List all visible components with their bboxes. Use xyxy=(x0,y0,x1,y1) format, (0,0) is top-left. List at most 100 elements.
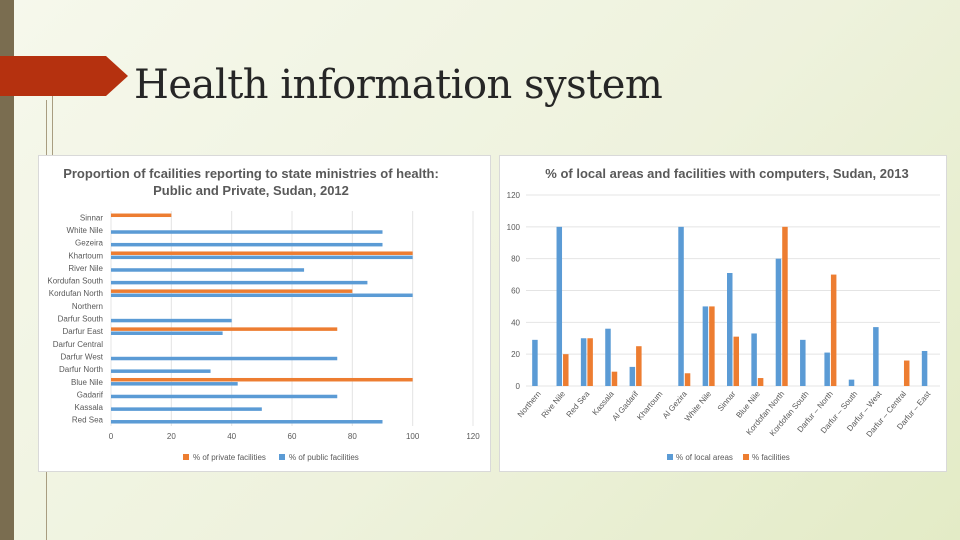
chart-facilities-reporting: Proportion of fcailities reporting to st… xyxy=(38,155,491,472)
bar-public xyxy=(111,230,383,234)
chart-legend: % of local areas % facilities xyxy=(667,453,790,462)
x-tick-label: 40 xyxy=(227,432,236,441)
bar-local-areas xyxy=(702,306,709,386)
category-label: River Nile xyxy=(68,264,103,273)
bar-facilities xyxy=(709,306,715,386)
category-label: Gadarif xyxy=(77,390,104,399)
bar-local-areas xyxy=(727,272,733,386)
category-label: Darfur West xyxy=(60,352,103,361)
bar-public xyxy=(111,280,368,285)
y-tick-label: 40 xyxy=(511,318,520,327)
legend-swatch-local-areas xyxy=(667,454,673,460)
bar-public xyxy=(111,255,413,260)
bar-public xyxy=(111,242,383,247)
y-tick-label: 20 xyxy=(511,350,520,359)
bar-private xyxy=(111,251,413,255)
x-tick-label: 80 xyxy=(348,432,357,441)
chart-bars xyxy=(532,226,928,386)
y-tick-label: 0 xyxy=(516,382,521,391)
legend-swatch-private xyxy=(183,454,189,460)
chart-bars xyxy=(111,213,413,424)
bar-public xyxy=(111,293,413,298)
x-tick-label: 120 xyxy=(466,432,480,441)
category-label: Northern xyxy=(516,390,543,420)
bar-local-areas xyxy=(532,339,538,386)
category-label: Kassala xyxy=(591,389,617,417)
bar-facilities xyxy=(903,360,910,386)
legend-label-local-areas: % of local areas xyxy=(676,453,733,462)
chart-computers: % of local areas and facilities with com… xyxy=(499,155,947,472)
decorative-line xyxy=(52,90,53,170)
bar-local-areas xyxy=(775,258,782,386)
chart-grid xyxy=(526,194,940,387)
category-label: Kordufan North xyxy=(49,289,103,298)
category-label: Blue Nile xyxy=(71,378,104,387)
bar-facilities xyxy=(611,371,618,386)
category-label: Darfur Central xyxy=(53,340,103,349)
bar-public xyxy=(111,382,238,386)
bar-local-areas xyxy=(629,366,636,386)
bar-facilities xyxy=(587,338,593,386)
bar-local-areas xyxy=(556,226,563,386)
legend-swatch-facilities xyxy=(743,454,749,460)
bar-public xyxy=(111,268,305,272)
chart-axis-ticks: 0 20 40 60 80 100 120 xyxy=(109,432,480,441)
bar-public xyxy=(111,318,232,323)
x-tick-label: 20 xyxy=(167,432,176,441)
chart-computers-svg: % of local areas and facilities with com… xyxy=(507,166,940,462)
bar-facilities xyxy=(733,336,739,386)
chart-legend: % of private facilities % of public faci… xyxy=(183,453,359,462)
category-label: Sinnar xyxy=(716,389,738,413)
bar-facilities xyxy=(830,274,837,386)
category-label: Rive Nile xyxy=(540,389,568,420)
bar-local-areas xyxy=(848,379,855,386)
category-label: Darfur East xyxy=(63,327,104,336)
legend-label-facilities: % facilities xyxy=(752,453,790,462)
category-label: Khartoum xyxy=(635,389,664,422)
bar-facilities xyxy=(563,354,569,386)
y-tick-label: 100 xyxy=(507,223,521,232)
category-label: Red Sea xyxy=(72,416,104,425)
left-accent-bar xyxy=(0,0,14,540)
bar-facilities xyxy=(757,378,764,386)
bar-local-areas xyxy=(800,339,806,386)
bar-local-areas xyxy=(751,333,757,386)
category-label: Northern xyxy=(72,302,103,311)
bar-private xyxy=(111,213,172,218)
x-tick-label: 60 xyxy=(288,432,297,441)
y-tick-label: 80 xyxy=(511,255,520,264)
chart-grid xyxy=(110,211,474,427)
bar-local-areas xyxy=(678,226,684,386)
chart-facilities-reporting-svg: Proportion of fcailities reporting to st… xyxy=(47,166,480,462)
bar-facilities xyxy=(782,226,788,386)
bar-facilities xyxy=(636,346,642,386)
bar-local-areas xyxy=(921,350,928,386)
y-tick-label: 60 xyxy=(511,287,520,296)
x-tick-label: 0 xyxy=(109,432,114,441)
chart-title: Public and Private, Sudan, 2012 xyxy=(153,183,349,198)
legend-swatch-public xyxy=(279,454,285,460)
chart-axis-ticks: 0 20 40 60 80 100 120 xyxy=(507,191,521,391)
y-tick-label: 120 xyxy=(507,191,521,200)
bar-public xyxy=(111,407,262,411)
bar-local-areas xyxy=(605,328,611,386)
bar-local-areas xyxy=(580,338,587,386)
bar-public xyxy=(111,394,338,399)
category-label: Kordufan South xyxy=(47,277,103,286)
bar-private xyxy=(111,327,338,331)
bar-facilities xyxy=(684,373,691,386)
chart-title: % of local areas and facilities with com… xyxy=(545,166,908,181)
bar-local-areas xyxy=(824,352,830,386)
bar-public xyxy=(111,420,383,424)
legend-label-private: % of private facilities xyxy=(193,453,266,462)
category-label: Sinnar xyxy=(80,213,103,222)
category-label: Darfur South xyxy=(58,315,103,324)
bar-private xyxy=(111,289,353,293)
bar-private xyxy=(111,377,413,382)
bar-public xyxy=(111,369,211,373)
category-label: White Nile xyxy=(67,226,104,235)
category-label: Khartoum xyxy=(68,251,103,260)
category-label: Kassala xyxy=(75,403,104,412)
slide-title: Health information system xyxy=(134,62,663,108)
